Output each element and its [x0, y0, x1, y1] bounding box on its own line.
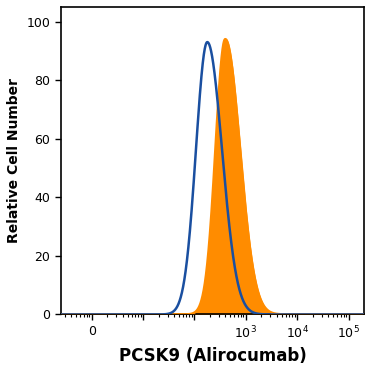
X-axis label: PCSK9 (Alirocumab): PCSK9 (Alirocumab) [119, 347, 306, 365]
Y-axis label: Relative Cell Number: Relative Cell Number [7, 78, 21, 243]
